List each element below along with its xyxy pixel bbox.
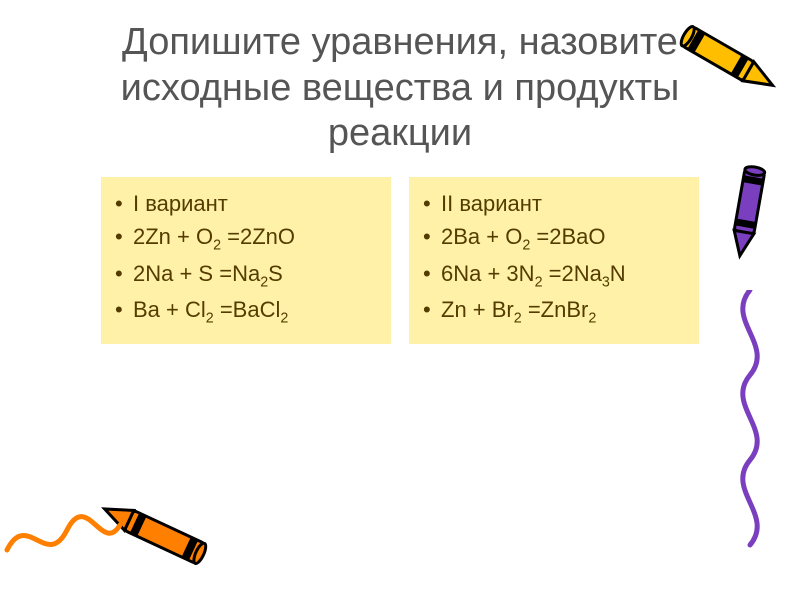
variant-1-item: Ba + Cl2 =BaCl2 — [113, 293, 379, 330]
variant-1-item: 2Zn + O2 =2ZnO — [113, 220, 379, 257]
variant-1-item: 2Na + S =Na2S — [113, 257, 379, 294]
crayon-top-right — [670, 8, 790, 118]
variant-2-item: Zn + Br2 =ZnBr2 — [421, 293, 687, 330]
squiggle-bottom-left — [2, 495, 122, 570]
variant-1-heading: I вариант — [113, 187, 379, 220]
variant-2-box: II вариант 2Ba + O2 =2BaO6Na + 3N2 =2Na3… — [409, 177, 699, 344]
content-columns: I вариант 2Zn + O2 =2ZnO2Na + S =Na2SBa … — [0, 177, 800, 344]
variant-2-item: 2Ba + O2 =2BaO — [421, 220, 687, 257]
variant-1-box: I вариант 2Zn + O2 =2ZnO2Na + S =Na2SBa … — [101, 177, 391, 344]
variant-2-heading: II вариант — [421, 187, 687, 220]
squiggle-right — [720, 290, 780, 555]
variant-2-item: 6Na + 3N2 =2Na3N — [421, 257, 687, 294]
